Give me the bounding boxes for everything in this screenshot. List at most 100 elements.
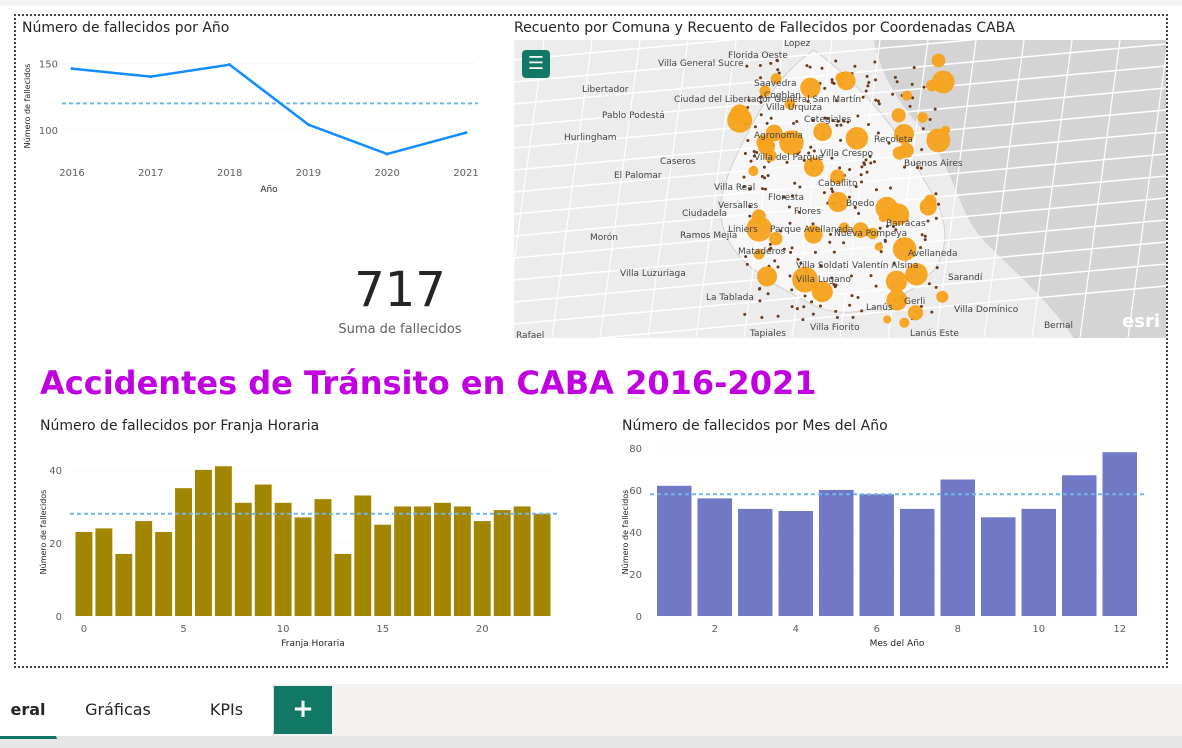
hour-chart[interactable]: 0 20 40 0 5 10 15 20 Franja Horaria Número de fal… <box>34 440 574 652</box>
fatality-point <box>835 99 839 103</box>
add-page-button[interactable]: + <box>274 686 332 734</box>
fatality-point <box>792 121 796 125</box>
map-place-label: Buenos Aires <box>904 159 963 169</box>
fatality-point <box>842 119 846 123</box>
x-tick-label: 12 <box>1113 624 1126 635</box>
fatality-point <box>853 205 857 209</box>
data-point <box>149 75 153 79</box>
fatality-point <box>873 78 877 82</box>
tab-general[interactable]: eral <box>0 684 57 739</box>
map-place-label: Ciudadela <box>682 209 727 219</box>
line-chart[interactable]: 100 150 2016 2017 2018 2019 2020 2021 Año Número … <box>20 40 490 200</box>
fatality-point <box>745 64 749 68</box>
data-point <box>464 131 468 135</box>
fatality-point <box>859 173 863 177</box>
fatality-point <box>830 78 834 82</box>
map-place-label: Ramos Mejía <box>680 231 737 241</box>
fatality-point <box>864 89 868 93</box>
commune-bubble <box>891 108 906 123</box>
fatality-point <box>834 309 838 313</box>
fatality-point <box>795 120 799 124</box>
kpi-value: 717 <box>354 262 446 318</box>
status-strip <box>0 736 1182 748</box>
map-place-label: Villa Crespo <box>820 149 874 159</box>
fatality-point <box>856 114 860 118</box>
x-tick-label: 10 <box>1032 624 1045 635</box>
commune-bubble <box>830 169 845 185</box>
fatality-point <box>766 173 770 177</box>
y-tick-label: 60 <box>629 486 642 497</box>
fatality-point <box>758 299 762 303</box>
fatality-point <box>805 64 809 68</box>
series-line <box>71 63 467 156</box>
commune-bubble <box>770 73 782 85</box>
map-place-label: Florida Oeste <box>728 51 788 61</box>
fatality-point <box>776 265 780 269</box>
bar <box>513 506 531 616</box>
fatality-point <box>911 96 915 100</box>
map-menu-button[interactable]: ☰ <box>522 50 550 78</box>
commune-bubble <box>763 149 777 162</box>
fatality-point <box>874 284 878 288</box>
map-place-label: Libertador <box>582 85 629 95</box>
hamburger-icon: ☰ <box>527 53 545 74</box>
commune-bubble <box>907 305 924 321</box>
road <box>599 40 641 338</box>
bar <box>95 528 113 616</box>
month-chart[interactable]: 0 20 40 60 80 2 4 6 8 10 12 Mes del Año Número de fa… <box>616 440 1146 652</box>
fatality-point <box>777 71 781 75</box>
fatality-point <box>793 181 797 185</box>
x-axis-label: Franja Horaria <box>281 639 345 649</box>
fatality-point <box>822 191 826 195</box>
tab-kpis[interactable]: KPIs <box>180 684 274 736</box>
map-place-label: Lanús Este <box>910 329 959 338</box>
bar <box>533 513 551 616</box>
map-place-label: Floresta <box>768 193 804 203</box>
map-place-label: Barracas <box>886 219 926 229</box>
fatality-point <box>748 205 752 209</box>
fatality-point <box>864 158 868 162</box>
bar <box>394 506 412 616</box>
map-place-label: Villa Soldati <box>796 261 849 271</box>
fatality-point <box>922 85 926 89</box>
y-axis-label: Número de fallecidos <box>39 490 48 575</box>
map-visual[interactable]: López Florida Oeste Villa General Sucre Lib… <box>514 40 1166 338</box>
fatality-point <box>836 119 840 123</box>
fatality-point <box>866 84 870 88</box>
road <box>592 285 1166 338</box>
bar <box>294 517 312 616</box>
fatality-point <box>853 64 857 68</box>
x-tick-label: 2016 <box>59 168 84 179</box>
map-place-label: Mataderos <box>738 247 786 257</box>
commune-bubble <box>874 242 883 251</box>
fatality-point <box>849 274 853 278</box>
commune-bubble <box>892 146 906 160</box>
x-tick-label: 2018 <box>217 168 242 179</box>
commune-bubble <box>753 248 765 260</box>
fatality-point <box>893 75 897 79</box>
fatality-point <box>920 233 924 237</box>
commune-bubble <box>757 266 778 287</box>
fatality-point <box>860 309 864 313</box>
fatality-point <box>839 138 843 142</box>
esri-logo: esri <box>1122 311 1160 332</box>
commune-bubble <box>827 191 849 213</box>
month-chart-title: Número de fallecidos por Mes del Año <box>622 418 888 434</box>
road <box>514 241 1166 303</box>
map-place-label: Villa Real <box>714 183 755 193</box>
map-place-label: La Tablada <box>706 293 754 303</box>
fatality-point <box>759 113 763 117</box>
fatality-point <box>928 117 932 121</box>
fatality-point <box>811 118 815 122</box>
commune-bubble <box>759 85 771 97</box>
road <box>514 65 1166 127</box>
fatality-point <box>830 187 834 191</box>
tab-graficas[interactable]: Gráficas <box>56 684 181 736</box>
commune-bubble <box>727 107 753 133</box>
fatality-point <box>757 287 761 291</box>
bar <box>414 506 431 616</box>
x-tick-label: 4 <box>793 624 799 635</box>
fatality-point <box>807 151 811 155</box>
y-axis-label: Número de fallecidos <box>23 64 32 149</box>
